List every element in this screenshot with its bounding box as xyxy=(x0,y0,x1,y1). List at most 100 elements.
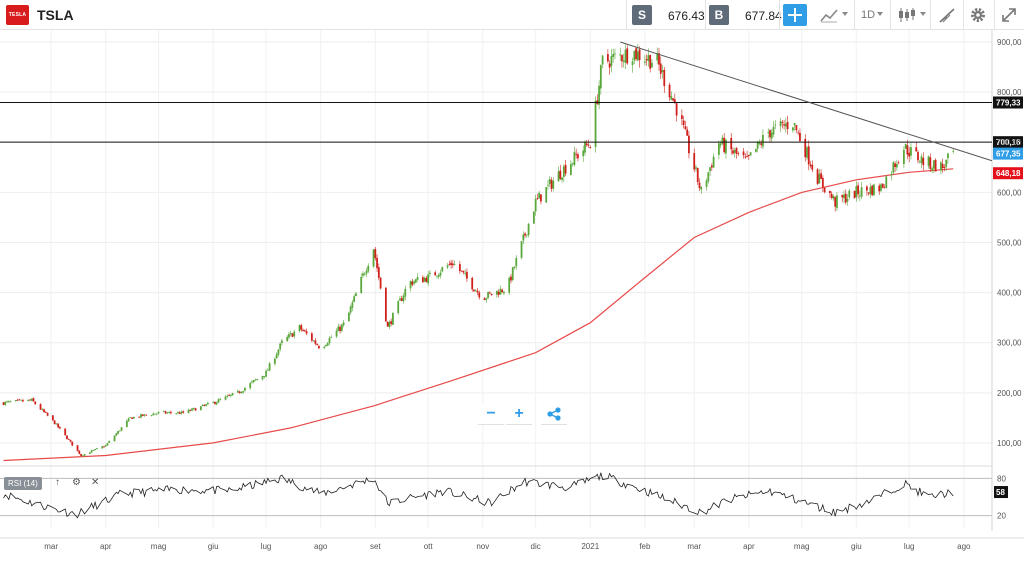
candle-body xyxy=(103,446,105,448)
candle-body xyxy=(226,395,229,397)
sell-price[interactable]: 676.43 xyxy=(668,9,705,23)
x-tick-label: ago xyxy=(957,542,971,551)
candle-body xyxy=(584,141,586,153)
candle-body xyxy=(64,428,67,436)
candle-body xyxy=(199,406,202,411)
candle-body xyxy=(471,277,474,290)
candle-body xyxy=(569,164,572,175)
draw-icon[interactable] xyxy=(937,6,957,24)
gear-icon[interactable]: ⚙ xyxy=(72,477,81,488)
arrow-up-icon[interactable]: ↑ xyxy=(55,477,60,488)
candle-body xyxy=(180,411,183,414)
gear-icon[interactable] xyxy=(969,6,987,24)
candle-body xyxy=(786,121,789,130)
candle-body xyxy=(705,180,708,187)
candle-body xyxy=(894,163,896,167)
candle-body xyxy=(303,330,306,332)
candle-body xyxy=(305,331,308,334)
candle-body xyxy=(365,270,368,274)
toolbar-divider xyxy=(994,0,995,30)
candle-body xyxy=(906,145,909,155)
crosshair-icon[interactable] xyxy=(783,4,807,26)
x-tick-label: 2021 xyxy=(581,542,599,551)
chevron-down-icon[interactable] xyxy=(920,12,926,16)
candle-body xyxy=(834,197,837,207)
candle-body xyxy=(497,291,500,295)
candle-body xyxy=(164,411,167,414)
candle-body xyxy=(883,187,886,189)
candle-body xyxy=(323,346,326,349)
buy-price[interactable]: 677.84 xyxy=(745,9,782,23)
sell-button[interactable]: S xyxy=(632,5,652,25)
top-toolbar: TESLA TSLA S 676.43 B 677.84 1D xyxy=(0,0,1024,30)
candle-body xyxy=(501,289,504,293)
candle-body xyxy=(138,416,141,418)
candle-body xyxy=(300,325,303,330)
rsi-indicator-label[interactable]: RSI (14) xyxy=(4,477,42,490)
candle-body xyxy=(719,143,722,146)
candle-body xyxy=(224,396,227,400)
zoom-out-button[interactable]: − xyxy=(478,404,504,425)
candle-body xyxy=(638,49,641,61)
candle-body xyxy=(355,293,357,297)
toolbar-divider xyxy=(930,0,931,30)
share-icon[interactable] xyxy=(541,404,567,425)
candle-body xyxy=(152,413,155,416)
candle-body xyxy=(807,146,810,165)
candle-body xyxy=(76,445,79,451)
candle-body xyxy=(446,265,449,268)
candle-body xyxy=(742,151,745,156)
candle-body xyxy=(647,55,650,62)
close-icon[interactable]: ✕ xyxy=(91,477,100,488)
candle-body xyxy=(166,412,169,414)
candle-body xyxy=(820,173,822,179)
candle-body xyxy=(275,354,278,359)
candle-body xyxy=(897,162,900,164)
indicators-icon[interactable] xyxy=(819,6,839,24)
candle-body xyxy=(871,185,874,196)
candle-body xyxy=(693,153,696,170)
candle-body xyxy=(791,127,794,131)
candle-body xyxy=(784,123,787,127)
candle-body xyxy=(57,423,60,428)
candle-body xyxy=(606,54,609,62)
chevron-down-icon[interactable] xyxy=(842,12,848,16)
candle-body xyxy=(559,170,562,179)
rsi-line xyxy=(3,472,954,519)
candle-body xyxy=(904,144,907,149)
candle-body xyxy=(7,401,10,402)
candle-body xyxy=(88,452,91,454)
candle-body xyxy=(686,129,689,136)
candle-body xyxy=(499,288,502,295)
candle-body xyxy=(769,130,771,138)
candle-body xyxy=(619,54,622,56)
candle-body xyxy=(140,414,142,418)
candle-body xyxy=(80,453,82,456)
candle-body xyxy=(462,270,465,273)
candle-body xyxy=(157,411,160,414)
candle-body xyxy=(767,132,770,134)
candle-body xyxy=(945,159,948,167)
candle-body xyxy=(589,147,592,149)
zoom-in-button[interactable]: + xyxy=(506,404,532,425)
candlestick-icon[interactable] xyxy=(897,6,917,24)
y-tick-label: 600,00 xyxy=(997,188,1022,197)
candle-body xyxy=(249,383,252,389)
candle-body xyxy=(421,277,424,283)
x-tick-label: lug xyxy=(261,542,272,551)
candle-body xyxy=(485,298,488,300)
candle-body xyxy=(649,55,652,69)
candle-body xyxy=(436,275,438,277)
candle-body xyxy=(760,143,763,145)
buy-button[interactable]: B xyxy=(709,5,729,25)
candle-body xyxy=(439,272,442,276)
candle-body xyxy=(918,161,921,163)
candle-body xyxy=(219,399,222,401)
candle-body xyxy=(423,278,426,282)
chevron-down-icon[interactable] xyxy=(877,12,883,16)
timeframe-select[interactable]: 1D xyxy=(861,9,876,21)
candle-body xyxy=(612,53,615,57)
fullscreen-icon[interactable] xyxy=(1000,6,1018,24)
candle-body xyxy=(573,151,576,166)
